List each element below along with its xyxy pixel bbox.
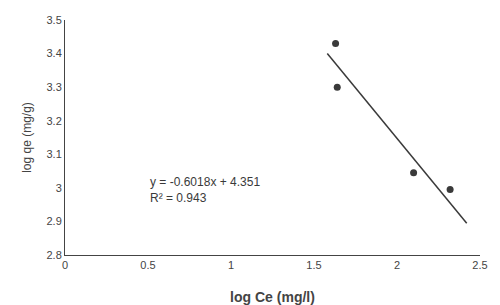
svg-text:1: 1 — [228, 259, 234, 271]
svg-text:0.5: 0.5 — [140, 259, 155, 271]
svg-text:1.5: 1.5 — [306, 259, 321, 271]
svg-text:3.3: 3.3 — [47, 81, 62, 93]
svg-text:3.2: 3.2 — [47, 115, 62, 127]
svg-text:2.5: 2.5 — [472, 259, 487, 271]
svg-text:3: 3 — [56, 182, 62, 194]
svg-text:3.1: 3.1 — [47, 148, 62, 160]
svg-text:2.9: 2.9 — [47, 215, 62, 227]
svg-text:0: 0 — [62, 259, 68, 271]
svg-text:log qe (mg/g): log qe (mg/g) — [20, 102, 34, 173]
svg-text:3.5: 3.5 — [47, 14, 62, 26]
svg-text:log Ce (mg/l): log Ce (mg/l) — [230, 289, 315, 305]
svg-text:y = -0.6018x + 4.351R² = 0.943: y = -0.6018x + 4.351R² = 0.943 — [150, 175, 260, 205]
svg-text:2: 2 — [394, 259, 400, 271]
svg-text:3.4: 3.4 — [47, 47, 62, 59]
svg-text:2.8: 2.8 — [47, 249, 62, 261]
